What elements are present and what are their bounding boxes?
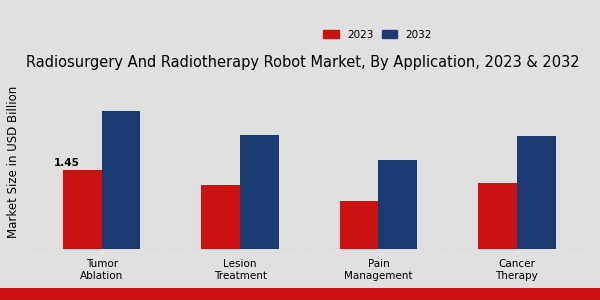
Bar	[517, 136, 556, 249]
Bar	[202, 185, 240, 249]
Text: 1.45: 1.45	[53, 158, 79, 168]
Bar	[379, 160, 417, 249]
Legend: 2023, 2032: 2023, 2032	[319, 26, 436, 44]
Bar	[478, 183, 517, 249]
Y-axis label: Market Size in USD Billion: Market Size in USD Billion	[7, 86, 20, 238]
Text: Radiosurgery And Radiotherapy Robot Market, By Application, 2023 & 2032: Radiosurgery And Radiotherapy Robot Mark…	[26, 55, 579, 70]
Bar	[63, 170, 101, 249]
Bar	[101, 111, 140, 249]
Bar	[240, 135, 279, 249]
FancyBboxPatch shape	[0, 288, 600, 300]
Bar	[340, 201, 379, 249]
